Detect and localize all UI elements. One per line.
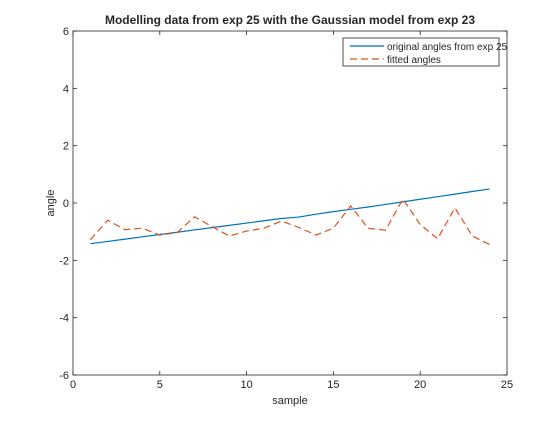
legend: original angles from exp 25 fitted angle…	[342, 37, 508, 67]
legend-label-fitted: fitted angles	[387, 55, 441, 66]
y-tick-label: -2	[59, 255, 69, 267]
y-tick-label: -4	[59, 313, 69, 325]
x-axis-label: sample	[272, 395, 307, 407]
plot-area	[72, 30, 508, 376]
x-tick-label: 0	[70, 379, 76, 391]
x-tick-label: 25	[501, 379, 513, 391]
y-tick-label: 2	[63, 141, 69, 153]
x-tick-label: 20	[414, 379, 426, 391]
series-line-original	[90, 188, 490, 245]
x-tick-label: 10	[240, 379, 252, 391]
y-tick-label: 0	[63, 198, 69, 210]
chart-title: Modelling data from exp 25 with the Gaus…	[105, 13, 475, 27]
y-tick-label: 4	[63, 83, 69, 95]
legend-label-original: original angles from exp 25	[387, 42, 508, 53]
x-tick-label: 15	[327, 379, 339, 391]
series-line-fitted	[89, 197, 490, 246]
y-tick-label: 6	[63, 26, 69, 38]
legend-box	[342, 37, 500, 67]
y-tick-label: -6	[59, 370, 69, 382]
x-tick-label: 5	[157, 379, 163, 391]
y-axis-label: angle	[45, 190, 57, 217]
